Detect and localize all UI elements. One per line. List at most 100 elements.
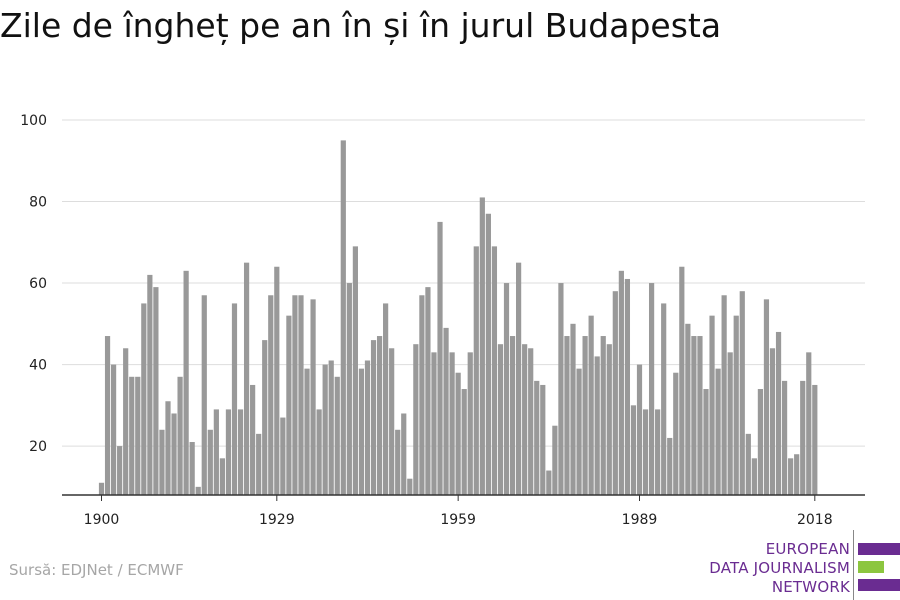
bar-1939[interactable] <box>334 376 340 495</box>
bar-2003[interactable] <box>721 295 727 495</box>
bar-1940[interactable] <box>340 140 346 495</box>
bar-1977[interactable] <box>564 336 570 495</box>
bar-2004[interactable] <box>727 352 733 495</box>
bar-1918[interactable] <box>207 429 213 495</box>
bar-2015[interactable] <box>794 454 800 495</box>
bar-1915[interactable] <box>189 442 195 495</box>
bar-1994[interactable] <box>667 437 673 495</box>
bar-1903[interactable] <box>117 446 123 495</box>
bar-1986[interactable] <box>618 270 624 495</box>
bar-1924[interactable] <box>243 262 250 495</box>
bar-1942[interactable] <box>352 246 358 495</box>
bar-2001[interactable] <box>709 315 715 495</box>
bar-1932[interactable] <box>292 295 298 495</box>
bar-1917[interactable] <box>201 295 207 495</box>
bar-1952[interactable] <box>413 344 419 495</box>
bar-1948[interactable] <box>389 348 395 495</box>
bar-1976[interactable] <box>558 283 564 495</box>
bar-1922[interactable] <box>231 303 238 495</box>
bar-1961[interactable] <box>467 352 473 495</box>
bar-1979[interactable] <box>576 368 582 495</box>
bar-1912[interactable] <box>171 413 177 495</box>
bar-1960[interactable] <box>461 389 467 495</box>
bar-1947[interactable] <box>383 303 389 495</box>
bar-1967[interactable] <box>503 283 510 495</box>
bar-2012[interactable] <box>775 331 782 495</box>
bar-1964[interactable] <box>485 213 491 495</box>
bar-1957[interactable] <box>443 327 449 495</box>
bar-1904[interactable] <box>123 348 129 495</box>
bar-1941[interactable] <box>346 283 352 495</box>
bar-1963[interactable] <box>479 197 485 495</box>
bar-1987[interactable] <box>624 278 631 495</box>
bar-1971[interactable] <box>528 348 534 495</box>
bar-1965[interactable] <box>491 246 498 495</box>
bar-1998[interactable] <box>691 336 697 495</box>
bar-2018[interactable] <box>812 384 818 495</box>
bar-1962[interactable] <box>473 246 479 495</box>
bar-1982[interactable] <box>594 356 600 495</box>
bar-1911[interactable] <box>165 401 171 495</box>
bar-1972[interactable] <box>534 380 540 495</box>
bar-1900[interactable] <box>98 482 105 495</box>
bar-1920[interactable] <box>219 458 225 495</box>
bar-1901[interactable] <box>104 336 111 495</box>
bar-1996[interactable] <box>679 266 685 495</box>
bar-1933[interactable] <box>298 295 304 495</box>
bar-1991[interactable] <box>648 283 655 495</box>
bar-1919[interactable] <box>213 409 219 495</box>
bar-1907[interactable] <box>141 303 147 495</box>
bar-1955[interactable] <box>431 352 437 495</box>
bar-2008[interactable] <box>751 458 757 495</box>
bar-1926[interactable] <box>256 433 262 495</box>
bar-1958[interactable] <box>449 352 455 495</box>
bar-1978[interactable] <box>570 323 576 495</box>
bar-1914[interactable] <box>183 270 189 495</box>
bar-1946[interactable] <box>376 336 383 495</box>
bar-1975[interactable] <box>552 425 558 495</box>
bar-1950[interactable] <box>401 413 407 495</box>
bar-1989[interactable] <box>636 364 643 495</box>
bar-1999[interactable] <box>697 336 703 495</box>
edjnet-logo[interactable]: EUROPEAN DATA JOURNALISM NETWORK <box>700 530 900 600</box>
bar-1916[interactable] <box>195 486 201 495</box>
bar-1910[interactable] <box>159 429 165 495</box>
bar-1992[interactable] <box>655 409 661 495</box>
bar-2013[interactable] <box>781 380 788 495</box>
bar-1935[interactable] <box>310 299 316 495</box>
bar-2007[interactable] <box>745 433 751 495</box>
bar-1906[interactable] <box>135 376 141 495</box>
bar-1925[interactable] <box>250 384 256 495</box>
bar-1953[interactable] <box>419 295 425 495</box>
bar-1902[interactable] <box>110 364 117 495</box>
bar-2014[interactable] <box>788 458 794 495</box>
bar-1951[interactable] <box>407 478 413 495</box>
bar-1954[interactable] <box>425 287 431 495</box>
bar-2006[interactable] <box>739 291 745 495</box>
bar-1921[interactable] <box>225 409 232 495</box>
bar-1938[interactable] <box>328 360 334 495</box>
bar-1970[interactable] <box>522 344 528 495</box>
bar-2017[interactable] <box>806 352 812 495</box>
bar-1974[interactable] <box>546 470 552 495</box>
bar-1969[interactable] <box>516 262 522 495</box>
bar-1981[interactable] <box>588 315 594 495</box>
bar-1949[interactable] <box>395 429 401 495</box>
bar-1945[interactable] <box>370 340 377 495</box>
bar-1956[interactable] <box>437 221 443 496</box>
bar-1929[interactable] <box>274 266 280 495</box>
bar-1930[interactable] <box>280 417 286 495</box>
bar-1997[interactable] <box>685 323 691 495</box>
bar-1993[interactable] <box>661 303 667 495</box>
bar-1934[interactable] <box>304 368 310 495</box>
bar-1983[interactable] <box>600 336 606 495</box>
bar-1937[interactable] <box>322 364 328 495</box>
bar-1923[interactable] <box>237 409 244 495</box>
bar-1968[interactable] <box>509 336 516 495</box>
bar-1966[interactable] <box>497 344 504 495</box>
bar-1988[interactable] <box>630 405 637 495</box>
bar-1995[interactable] <box>673 372 679 495</box>
bar-1944[interactable] <box>364 360 371 495</box>
bar-2010[interactable] <box>763 299 770 495</box>
bar-1985[interactable] <box>612 291 618 495</box>
